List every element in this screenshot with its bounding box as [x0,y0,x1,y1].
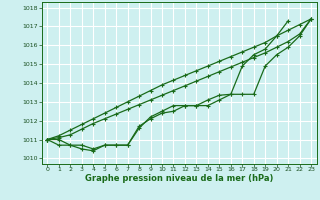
X-axis label: Graphe pression niveau de la mer (hPa): Graphe pression niveau de la mer (hPa) [85,174,273,183]
